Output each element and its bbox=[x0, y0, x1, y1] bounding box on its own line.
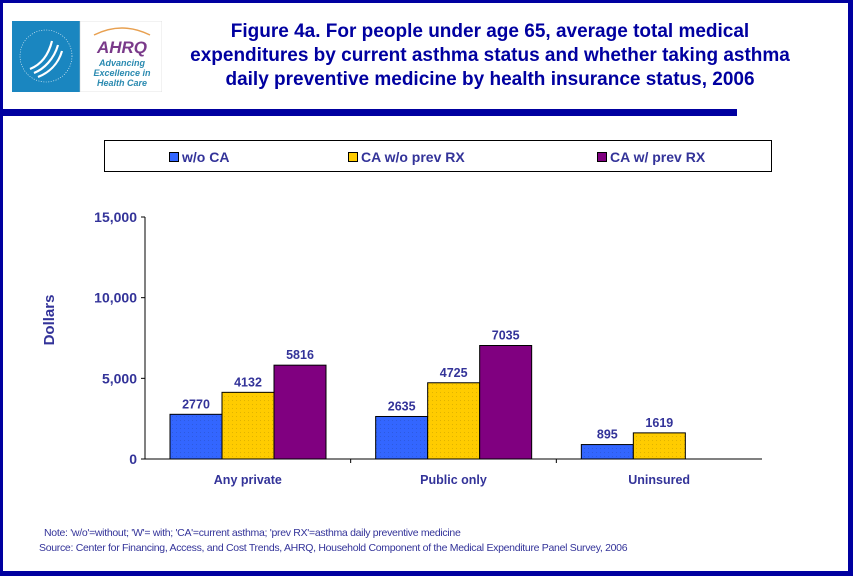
y-tick-label: 10,000 bbox=[94, 290, 137, 306]
svg-text:AHRQ: AHRQ bbox=[96, 38, 147, 57]
svg-text:Health Care: Health Care bbox=[97, 78, 147, 88]
bar-texture bbox=[633, 432, 686, 459]
legend-swatch bbox=[597, 152, 607, 162]
chart-note: Note: 'w/o'=without; 'W'= with; 'CA'=cur… bbox=[44, 527, 461, 539]
y-tick-label: 5,000 bbox=[102, 370, 137, 386]
ahrq-logo: AHRQ Advancing Excellence in Health Care bbox=[12, 21, 162, 92]
bar bbox=[273, 364, 327, 460]
header-divider bbox=[0, 109, 737, 116]
legend-swatch bbox=[348, 152, 358, 162]
bar bbox=[479, 345, 533, 460]
chart-source: Source: Center for Financing, Access, an… bbox=[39, 542, 628, 554]
x-tick-label: Public only bbox=[420, 473, 487, 487]
data-label: 2635 bbox=[388, 399, 416, 413]
legend-item-ca-wo-prev-rx: CA w/o prev RX bbox=[348, 149, 465, 165]
bar-texture bbox=[581, 444, 634, 459]
svg-text:Excellence in: Excellence in bbox=[93, 68, 151, 78]
legend-label: CA w/ prev RX bbox=[610, 149, 706, 165]
data-label: 5816 bbox=[286, 348, 314, 362]
chart-title: Figure 4a. For people under age 65, aver… bbox=[190, 21, 790, 90]
legend-label: CA w/o prev RX bbox=[361, 149, 465, 165]
y-tick-label: 15,000 bbox=[94, 209, 137, 225]
bar-texture bbox=[375, 416, 428, 459]
y-axis-label: Dollars bbox=[41, 295, 58, 346]
bar-texture bbox=[222, 392, 274, 459]
bar-texture bbox=[427, 382, 480, 459]
x-tick-label: Uninsured bbox=[628, 473, 690, 487]
legend-label: w/o CA bbox=[182, 149, 230, 165]
data-label: 4725 bbox=[440, 366, 468, 380]
data-label: 4132 bbox=[234, 375, 262, 389]
legend-item-ca-w-prev-rx: CA w/ prev RX bbox=[597, 149, 705, 165]
legend-swatch bbox=[169, 152, 179, 162]
data-label: 895 bbox=[597, 428, 618, 442]
chart-legend: w/o CA CA w/o prev RX CA w/ prev RX bbox=[104, 140, 772, 172]
svg-text:Advancing: Advancing bbox=[98, 58, 146, 68]
data-label: 7035 bbox=[492, 329, 520, 343]
y-tick-label: 0 bbox=[129, 451, 137, 467]
x-tick-label: Any private bbox=[214, 473, 282, 487]
data-label: 2770 bbox=[182, 397, 210, 411]
data-label: 1619 bbox=[645, 416, 673, 430]
legend-item-wo-ca: w/o CA bbox=[169, 149, 229, 165]
bar-texture bbox=[170, 414, 222, 459]
